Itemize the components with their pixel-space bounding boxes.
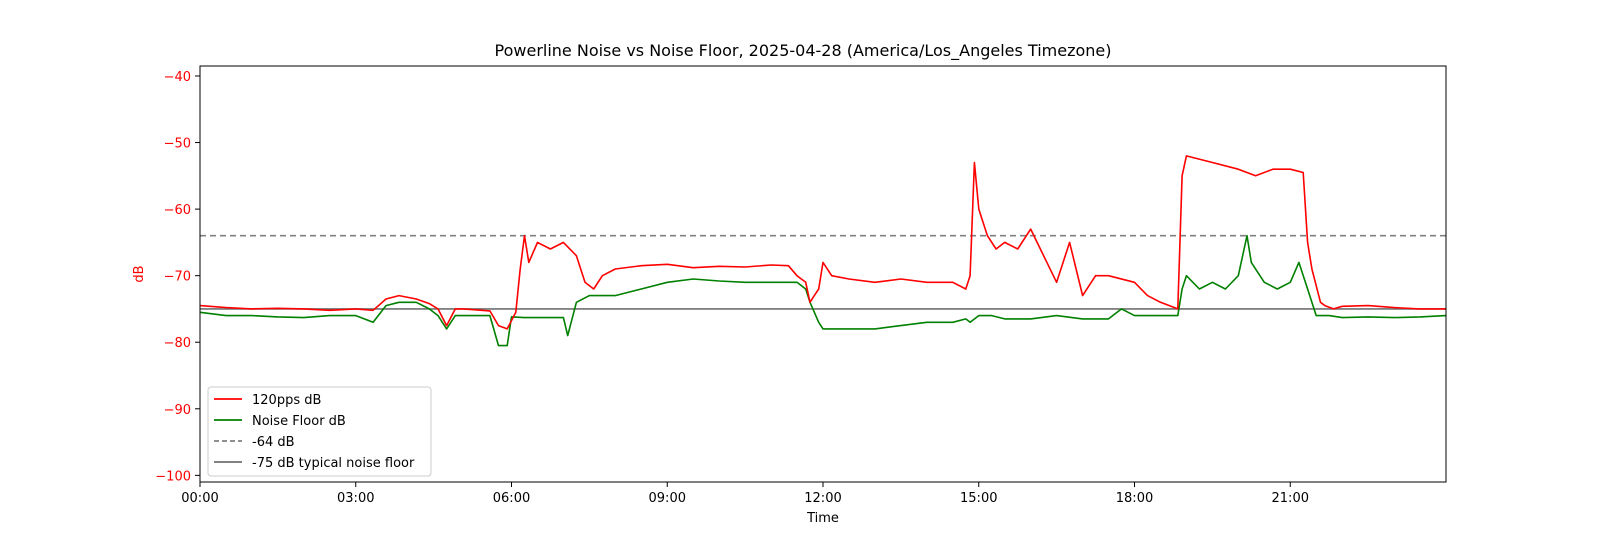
x-tick-label: 15:00 (960, 491, 997, 506)
series-line-2 (199, 234, 1447, 347)
y-tick-label: −60 (164, 203, 191, 218)
y-tick-label: −50 (164, 137, 191, 152)
y-axis: −100 −90 −80 −70 −60 −50 −40 (155, 70, 200, 484)
y-axis-label: dB (132, 265, 147, 282)
x-axis: 00:00 03:00 06:00 09:00 12:00 15:00 18:00 21:00 (181, 482, 1309, 506)
x-tick-label: 00:00 (181, 491, 218, 506)
x-tick-label: 03:00 (337, 491, 374, 506)
x-axis-label: Time (806, 511, 839, 526)
legend-box (207, 386, 432, 477)
chart-title: Powerline Noise vs Noise Floor, 2025-04-… (495, 41, 1112, 61)
x-tick-label: 12:00 (804, 491, 841, 506)
x-tick-label: 21:00 (1272, 491, 1309, 506)
x-tick-label: 09:00 (649, 491, 686, 506)
y-tick-label: −70 (164, 270, 191, 285)
series-line-1 (199, 155, 1446, 330)
y-tick-label: −40 (164, 70, 191, 85)
y-tick-label: −90 (164, 403, 191, 418)
series-layer (199, 155, 1447, 347)
legend-label: 120pps dB (252, 393, 321, 408)
legend-label: -75 dB typical noise floor (252, 456, 415, 471)
x-tick-label: 18:00 (1116, 491, 1153, 506)
legend-label: -64 dB (252, 435, 295, 450)
x-tick-label: 06:00 (493, 491, 530, 506)
legend-label: Noise Floor dB (252, 414, 346, 429)
legend: 120pps dB Noise Floor dB -64 dB -75 dB typi… (207, 386, 432, 477)
y-tick-label: −100 (155, 469, 191, 484)
y-tick-label: −80 (164, 336, 191, 351)
